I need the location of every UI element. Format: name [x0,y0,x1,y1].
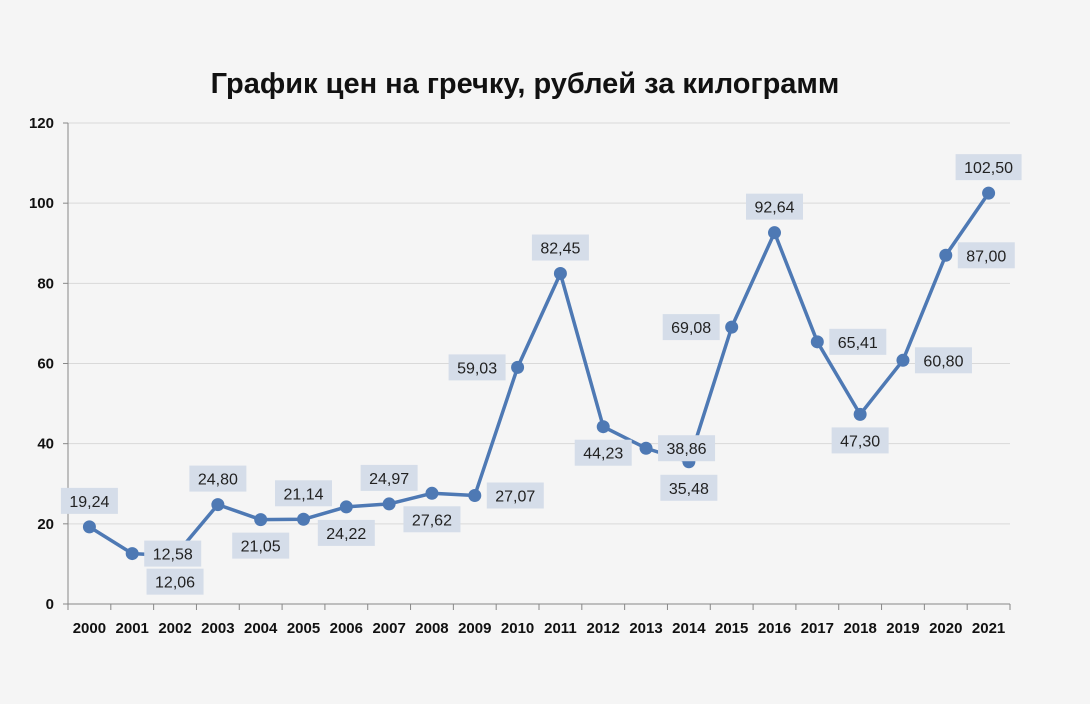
data-label: 92,64 [754,200,794,217]
data-label: 82,45 [540,241,580,258]
x-tick-label: 2000 [73,620,106,637]
data-label-bg [955,154,1022,181]
data-label-bg [60,487,118,514]
data-point [725,320,739,334]
x-tick-label: 2019 [886,620,919,637]
data-label-bg [914,347,972,374]
x-tick-label: 2012 [587,620,620,637]
data-point [639,441,653,455]
y-tick-label: 120 [29,115,54,132]
data-label-bg [660,474,718,501]
x-tick-label: 2008 [415,620,448,637]
data-label: 60,80 [923,353,963,370]
data-point [125,547,139,561]
x-tick-label: 2017 [801,620,834,637]
data-point [768,226,781,240]
data-label-bg [144,540,202,567]
data-label: 35,48 [669,481,709,498]
y-tick-label: 40 [37,436,54,453]
data-point [468,488,482,502]
data-label: 27,07 [495,488,535,505]
data-label: 24,80 [198,472,238,489]
x-tick-label: 2020 [929,620,962,637]
chart-title: График цен на гречку, рублей за килограм… [210,68,840,100]
data-label: 21,05 [241,539,281,556]
data-label-bg [448,354,506,381]
data-point [553,267,567,281]
data-point [810,335,824,349]
data-label-bg [486,482,544,509]
data-label-bg [829,328,887,355]
y-tick-label: 0 [46,596,54,613]
data-label-bg [831,427,889,454]
x-tick-label: 2021 [972,620,1005,637]
x-tick-label: 2013 [629,620,662,637]
y-tick-label: 60 [37,356,54,373]
data-point [596,420,610,434]
data-label-bg [146,568,204,595]
data-label: 19,24 [69,494,109,511]
data-label-bg [403,506,461,533]
data-label: 21,14 [283,486,323,503]
x-tick-label: 2007 [372,620,405,637]
data-point [254,513,268,527]
x-tick-label: 2010 [501,620,534,637]
data-label-bg [957,242,1015,269]
data-label: 87,00 [966,248,1006,265]
x-tick-label: 2011 [544,620,577,637]
data-label: 24,22 [326,526,366,543]
data-point [896,353,910,367]
x-tick-label: 2001 [116,620,149,637]
data-label: 38,86 [667,441,707,458]
data-point [425,486,439,500]
data-label-bg [232,532,290,559]
data-point [339,500,353,514]
series-line [88,192,991,558]
data-point [82,520,96,534]
x-tick-label: 2006 [330,620,363,637]
data-label: 24,97 [369,471,409,488]
x-tick-label: 2018 [843,620,876,637]
x-tick-label: 2015 [715,620,748,637]
x-tick-label: 2004 [244,620,278,637]
x-tick-label: 2002 [158,620,191,637]
data-label: 59,03 [457,360,497,377]
data-label-bg [275,480,332,507]
data-label: 12,06 [155,575,195,592]
data-label-bg [360,464,418,491]
data-point [211,498,225,512]
data-label-bg [531,234,589,261]
data-label: 47,30 [840,433,880,450]
x-tick-label: 2014 [672,620,706,637]
data-label: 27,62 [412,512,452,529]
y-tick-label: 80 [37,275,54,292]
data-label-bg [574,439,632,466]
data-label: 102,50 [964,160,1013,177]
data-point [382,497,396,511]
data-point [853,407,867,421]
data-label-bg [746,193,803,220]
data-point [982,186,996,200]
data-point [939,248,953,262]
data-label-bg [189,465,247,492]
y-tick-label: 20 [37,516,54,533]
data-label-bg [658,435,716,462]
data-label: 44,23 [583,446,623,463]
x-tick-label: 2016 [758,620,791,637]
data-label-bg [317,519,375,546]
data-point [297,512,310,526]
data-label-bg [662,314,720,341]
data-label: 65,41 [838,335,878,352]
x-tick-label: 2009 [458,620,491,637]
data-label: 69,08 [671,320,711,337]
data-point [511,360,525,374]
y-tick-label: 100 [29,195,54,212]
x-tick-label: 2005 [287,620,320,637]
x-tick-label: 2003 [201,620,234,637]
data-label: 12,58 [153,547,193,564]
